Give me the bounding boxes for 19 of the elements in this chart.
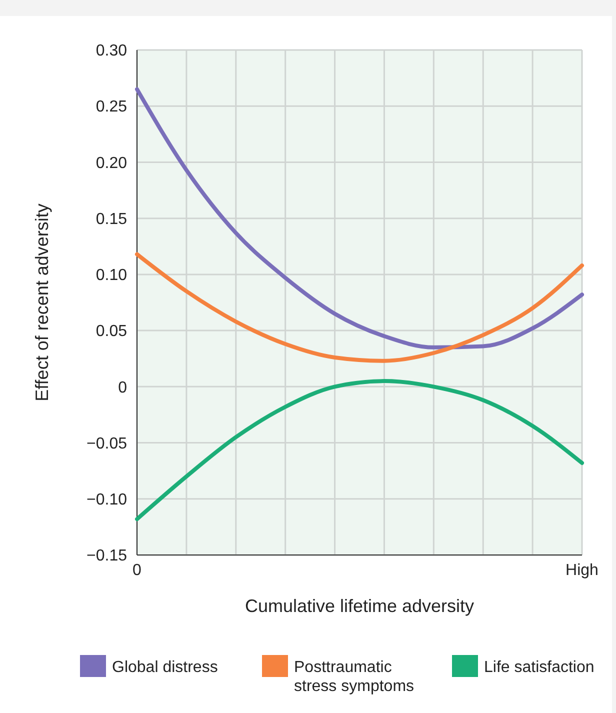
line-series xyxy=(135,87,584,350)
y-tick-label: −0.05 xyxy=(86,435,128,452)
y-axis-title: Effect of recent adversity xyxy=(32,204,52,402)
line-series xyxy=(135,252,584,363)
legend-label: Posttraumatic stress symptoms xyxy=(294,659,414,695)
y-tick-label: 0.25 xyxy=(96,98,128,116)
y-tick-label: −0.15 xyxy=(86,548,128,565)
y-tick-label: 0.10 xyxy=(96,267,128,284)
y-tick-label: 0.05 xyxy=(96,323,128,340)
y-tick-label: 0 xyxy=(118,379,128,396)
line-series xyxy=(135,379,584,522)
y-tick-label: 0.30 xyxy=(96,42,128,60)
legend-label: Global distress xyxy=(112,659,218,676)
y-tick-label: 0.15 xyxy=(96,210,128,228)
legend-label: Life satisfaction xyxy=(484,659,594,676)
x-axis-title: Cumulative lifetime adversity xyxy=(244,596,474,616)
y-tick-label: −0.10 xyxy=(86,491,128,508)
x-tick-label: High xyxy=(566,562,598,579)
y-tick-label: 0.20 xyxy=(96,154,128,172)
